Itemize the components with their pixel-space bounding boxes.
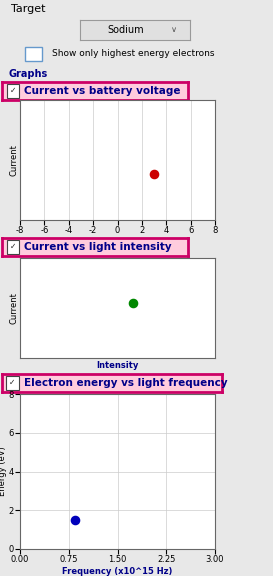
- Text: Target: Target: [11, 4, 45, 14]
- Text: Sodium: Sodium: [108, 25, 144, 35]
- FancyBboxPatch shape: [7, 84, 19, 98]
- X-axis label: Voltage: Voltage: [99, 238, 136, 247]
- Text: ✓: ✓: [10, 86, 16, 94]
- Y-axis label: Current: Current: [10, 292, 19, 324]
- Text: ✓: ✓: [10, 241, 16, 251]
- FancyBboxPatch shape: [6, 376, 19, 390]
- Text: ✓: ✓: [9, 378, 16, 386]
- Y-axis label: Energy (eV): Energy (eV): [0, 446, 7, 497]
- Text: Graphs: Graphs: [8, 69, 48, 79]
- Text: Current vs battery voltage: Current vs battery voltage: [24, 86, 181, 96]
- Text: ∨: ∨: [170, 25, 177, 35]
- Text: Show only highest energy electrons: Show only highest energy electrons: [52, 50, 214, 59]
- X-axis label: Intensity: Intensity: [96, 361, 139, 370]
- Point: [152, 170, 156, 179]
- Point: [73, 516, 78, 525]
- FancyBboxPatch shape: [7, 240, 19, 254]
- Text: Current vs light intensity: Current vs light intensity: [24, 242, 172, 252]
- FancyBboxPatch shape: [25, 47, 42, 61]
- Y-axis label: Current: Current: [10, 144, 19, 176]
- Text: Electron energy vs light frequency: Electron energy vs light frequency: [24, 378, 228, 388]
- X-axis label: Frequency (x10^15 Hz): Frequency (x10^15 Hz): [62, 567, 173, 576]
- Point: [131, 298, 135, 308]
